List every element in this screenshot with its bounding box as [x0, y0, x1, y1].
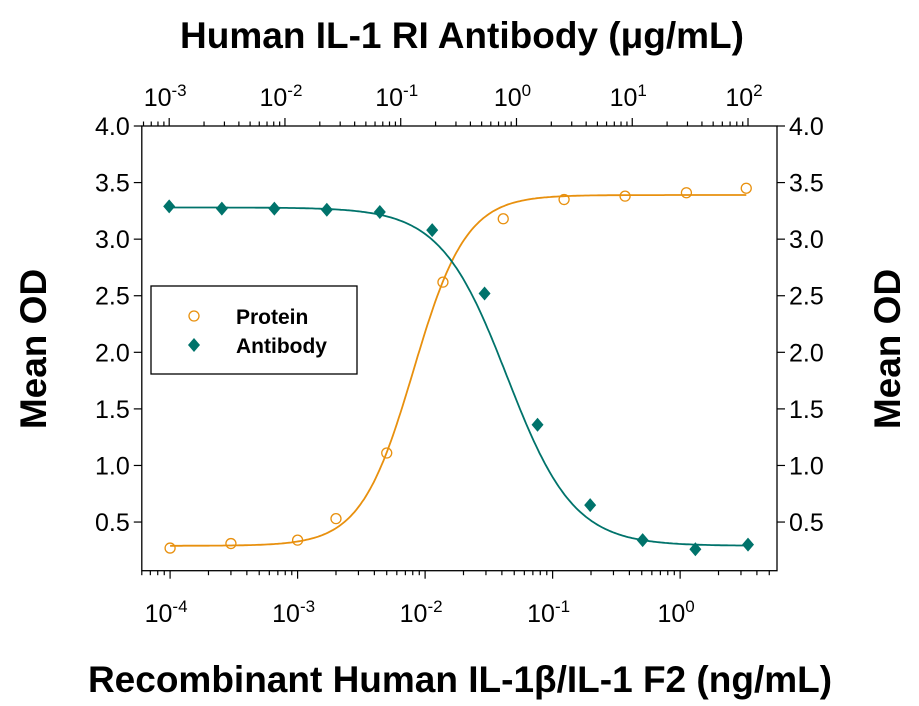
bottom-axis-tick-label: 10-3 [272, 597, 315, 628]
protein-data-point [437, 276, 449, 288]
protein-data-point [330, 512, 342, 525]
right-y-tick-label: 3.5 [789, 170, 824, 198]
antibody-data-point [636, 533, 649, 548]
top-axis-tick-label: 10-2 [259, 81, 302, 112]
legend-antibody-label: Antibody [236, 335, 327, 358]
bottom-axis-tick-label: 10-1 [527, 597, 570, 628]
right-y-tick-label: 4.0 [789, 113, 824, 141]
antibody-data-point [163, 199, 176, 214]
protein-data-point [740, 182, 752, 194]
right-y-tick-label: 1.0 [789, 452, 824, 480]
top-axis-tick-label: 101 [610, 81, 647, 112]
legend: Protein Antibody [150, 285, 358, 375]
top-axis-title: Human IL-1 RI Antibody (μg/mL) [180, 15, 744, 56]
protein-data-point [381, 447, 393, 459]
right-y-tick-label: 2.0 [789, 339, 824, 367]
antibody-data-point [689, 542, 702, 557]
top-axis-tick-label: 10-3 [144, 81, 187, 112]
left-y-axis-title: Mean OD [13, 269, 54, 429]
right-y-tick-label: 3.0 [789, 226, 824, 254]
protein-data-point [619, 190, 631, 202]
protein-data-point [558, 193, 570, 206]
antibody-data-point [426, 223, 439, 238]
bottom-axis-tick-label: 10-4 [145, 597, 188, 628]
legend-antibody-marker [188, 338, 200, 352]
protein-data-point [680, 187, 693, 199]
protein-data-point [497, 213, 509, 225]
right-y-tick-label: 1.5 [789, 396, 824, 424]
left-y-tick-label: 1.5 [95, 396, 130, 424]
top-axis-tick-label: 102 [725, 81, 762, 112]
left-y-tick-label: 2.0 [95, 339, 130, 367]
antibody-data-point [478, 286, 491, 301]
legend-box [150, 285, 358, 375]
antibody-data-point [373, 204, 386, 219]
protein-data-point [291, 534, 304, 546]
right-y-tick-label: 0.5 [789, 509, 824, 537]
bottom-axis-title: Recombinant Human IL-1β/IL-1 F2 (ng/mL) [88, 659, 832, 700]
antibody-data-point [268, 201, 281, 216]
left-y-tick-label: 1.0 [95, 452, 130, 480]
plot-frame [141, 125, 778, 572]
left-y-tick-label: 0.5 [95, 509, 130, 537]
legend-protein-label: Protein [236, 306, 308, 329]
bottom-axis-tick-label: 10-2 [400, 597, 443, 628]
antibody-data-point [531, 417, 544, 432]
top-axis-tick-label: 10-1 [375, 81, 418, 112]
protein-fit-curve [170, 194, 747, 547]
left-y-tick-label: 2.5 [95, 283, 130, 311]
left-y-tick-label: 4.0 [95, 113, 130, 141]
protein-data-point [225, 537, 237, 550]
top-axis-tick-label: 100 [494, 81, 531, 112]
left-y-tick-label: 3.0 [95, 226, 130, 254]
antibody-data-point [742, 537, 755, 552]
right-y-tick-label: 2.5 [789, 283, 824, 311]
protein-data-point [164, 542, 176, 554]
legend-protein-marker [188, 310, 200, 322]
bottom-axis-tick-label: 100 [657, 597, 694, 628]
left-y-tick-label: 3.5 [95, 170, 130, 198]
antibody-data-point [320, 202, 333, 217]
right-y-axis-title: Mean OD [867, 269, 908, 429]
antibody-data-point [584, 498, 597, 513]
antibody-data-point [215, 201, 228, 216]
antibody-fit-curve [169, 206, 749, 547]
